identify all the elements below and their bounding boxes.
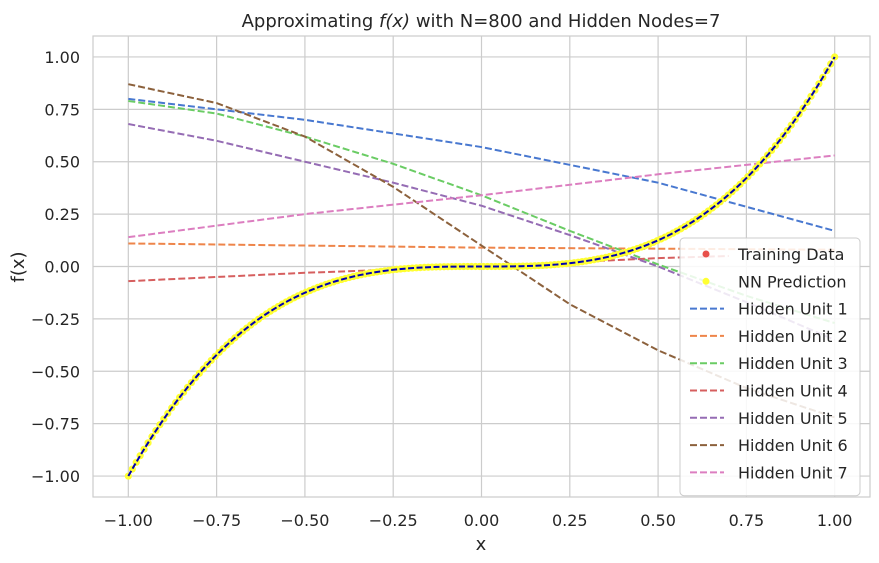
x-tick-label: 0.75 [729,511,765,530]
x-tick-label: 0.00 [464,511,500,530]
prediction-line [127,56,836,477]
y-tick-label: −1.00 [31,467,80,486]
series-hidden-unit-7 [128,154,835,239]
x-tick-label: 1.00 [817,511,853,530]
legend-label: Hidden Unit 4 [738,382,848,401]
y-tick-label: −0.50 [31,362,80,381]
legend-label: NN Prediction [738,272,847,291]
legend-label: Training Data [737,245,844,264]
y-tick-label: 1.00 [44,48,80,67]
legend-marker [702,277,710,285]
legend-label: Hidden Unit 5 [738,409,848,428]
x-tick-label: −0.25 [369,511,418,530]
y-tick-label: 0.50 [44,153,80,172]
series-hidden-unit-1 [128,97,835,232]
x-tick-label: −0.75 [192,511,241,530]
legend-label: Hidden Unit 6 [738,436,848,455]
legend-label: Hidden Unit 3 [738,354,848,373]
y-tick-label: −0.25 [31,310,80,329]
y-axis-label: f(x) [8,251,29,282]
legend-label: Hidden Unit 2 [738,327,848,346]
legend: Training Data NN Prediction Hidden Unit 1 H… [679,237,861,497]
chart-title: Approximating f(x) with N=800 and Hidden… [242,11,721,32]
y-axis-ticks: −1.00 −0.75 −0.50 −0.25 0.00 0.25 0.50 0.75 1.00 [31,48,80,486]
x-tick-label: 0.50 [640,511,676,530]
y-tick-label: −0.75 [31,415,80,434]
x-tick-label: −0.50 [280,511,329,530]
legend-label: Hidden Unit 1 [738,300,848,319]
series-hidden-unit-2 [128,242,835,251]
x-axis-ticks: −1.00 −0.75 −0.50 −0.25 0.00 0.25 0.50 0.75 1.00 [104,511,853,530]
y-tick-label: 0.25 [44,205,80,224]
y-tick-label: 0.00 [44,258,80,277]
legend-box [679,237,861,497]
x-tick-label: 0.25 [552,511,588,530]
legend-marker [702,250,710,258]
x-tick-label: −1.00 [104,511,153,530]
y-tick-label: 0.75 [44,100,80,119]
legend-label: Hidden Unit 7 [738,463,848,482]
x-axis-label: x [476,534,487,555]
prediction-point [831,53,839,61]
plot-frame [92,35,871,498]
